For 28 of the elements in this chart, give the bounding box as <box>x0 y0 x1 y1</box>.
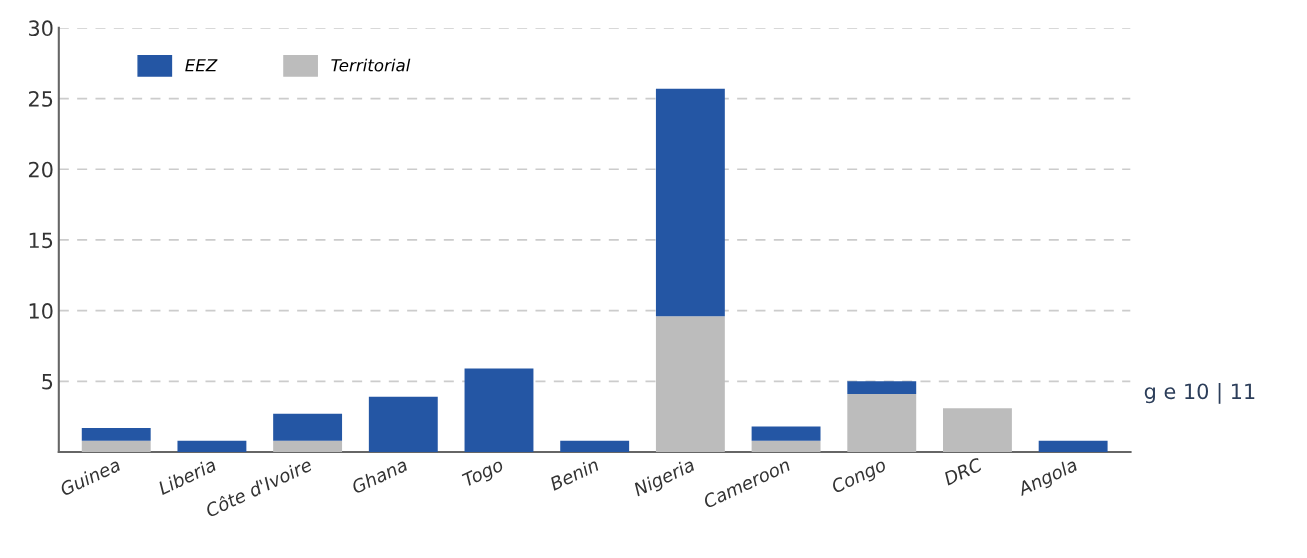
text: g e 10 | 11 <box>1144 382 1255 404</box>
y-tick-label: 30 <box>29 20 53 37</box>
bar <box>368 396 438 452</box>
bar <box>273 440 343 452</box>
bar <box>655 88 725 317</box>
x-tick-label: Togo <box>461 457 506 491</box>
bar <box>943 408 1012 452</box>
bar <box>81 440 151 452</box>
bar <box>464 368 534 452</box>
legend-label: EEZ <box>185 59 218 72</box>
bar <box>1038 440 1108 452</box>
x-tick-label: Benin <box>548 457 600 492</box>
y-tick-label: 25 <box>28 91 53 107</box>
bar <box>655 316 725 452</box>
y-tick-label: 5 <box>42 374 53 390</box>
bar <box>751 426 821 441</box>
y-tick-label: 20 <box>28 161 53 178</box>
y-tick-label: 10 <box>29 303 53 319</box>
bar <box>847 394 917 452</box>
bar <box>177 440 247 452</box>
bar <box>81 427 151 441</box>
y-tick-label: 15 <box>29 232 53 249</box>
legend-label: Territorial <box>331 58 411 72</box>
bar <box>847 381 917 395</box>
bar <box>751 440 821 452</box>
bar <box>560 440 630 452</box>
bar <box>273 413 343 441</box>
x-tick-label: DRC <box>942 457 984 486</box>
